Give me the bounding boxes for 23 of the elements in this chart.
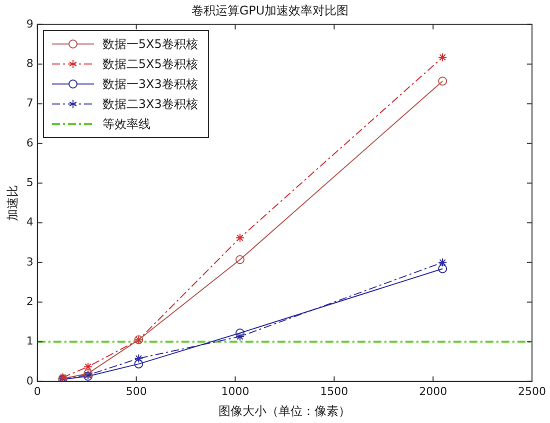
x-tick-label: 2500	[518, 384, 546, 398]
x-tick-label: 500	[126, 384, 147, 398]
chart-title: 卷积运算GPU加速效率对比图	[191, 3, 349, 18]
legend-label: 数据一5X5卷积核	[102, 36, 198, 53]
y-tick-label: 4	[26, 216, 34, 229]
y-tick-label: 0	[26, 374, 34, 388]
x-tick-label: 2000	[419, 384, 448, 398]
y-tick-label: 6	[26, 136, 34, 150]
x-axis-title: 图像大小（单位：像素）	[218, 404, 351, 418]
y-tick-label: 7	[26, 96, 34, 110]
legend-label: 数据二3X3卷积核	[102, 96, 198, 113]
y-tick-label: 8	[26, 56, 34, 70]
y-tick-label: 9	[26, 17, 34, 30]
y-tick-label: 2	[26, 294, 34, 308]
y-axis-title: 加速比	[5, 184, 20, 221]
y-tick-label: 3	[26, 255, 34, 268]
legend-label: 数据一3X3卷积核	[102, 76, 198, 93]
x-tick-label: 1000	[221, 384, 250, 398]
x-tick-label: 1500	[320, 384, 348, 398]
y-tick-label: 5	[26, 176, 34, 189]
legend-label: 等效率线	[102, 116, 150, 133]
y-tick-label: 1	[26, 334, 34, 348]
legend-label: 数据二5X5卷积核	[102, 56, 198, 73]
